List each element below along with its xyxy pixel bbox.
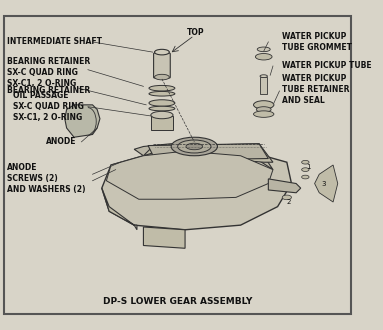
Ellipse shape [255,53,272,60]
Polygon shape [148,144,268,160]
Ellipse shape [149,106,175,111]
Polygon shape [143,144,273,162]
Text: 3: 3 [322,181,326,186]
Ellipse shape [257,47,270,52]
Ellipse shape [254,111,274,117]
Ellipse shape [149,85,175,91]
Ellipse shape [154,74,169,80]
Text: WATER PICKUP
TUBE RETAINER
AND SEAL: WATER PICKUP TUBE RETAINER AND SEAL [282,74,350,105]
Ellipse shape [302,175,309,179]
Text: ANODE
SCREWS (2)
AND WASHERS (2): ANODE SCREWS (2) AND WASHERS (2) [7,163,86,194]
Ellipse shape [254,101,274,109]
Polygon shape [268,179,301,193]
Polygon shape [102,188,137,230]
Text: BEARING RETAINER
SX-C QUAD RING
SX-C1, 2 O-RING: BEARING RETAINER SX-C QUAD RING SX-C1, 2… [7,57,91,88]
Polygon shape [106,151,273,199]
FancyBboxPatch shape [260,77,267,94]
Text: DP-S LOWER GEAR ASSEMBLY: DP-S LOWER GEAR ASSEMBLY [103,297,252,306]
Polygon shape [143,227,185,248]
Text: 1: 1 [306,164,310,170]
Ellipse shape [149,91,175,96]
Text: ANODE: ANODE [46,137,77,147]
Text: 2: 2 [286,199,291,205]
Polygon shape [134,144,273,170]
Polygon shape [102,151,291,230]
Polygon shape [314,165,338,202]
Ellipse shape [260,75,267,78]
Ellipse shape [171,137,218,156]
Ellipse shape [282,195,291,200]
Text: WATER PICKUP
TUBE GROMMET: WATER PICKUP TUBE GROMMET [282,32,352,52]
Ellipse shape [256,107,271,112]
Text: WATER PICKUP TUBE: WATER PICKUP TUBE [282,61,372,71]
Ellipse shape [151,111,173,119]
FancyBboxPatch shape [154,53,170,78]
Text: OIL PASSAGE
SX-C QUAD RING
SX-C1, 2 O-RING: OIL PASSAGE SX-C QUAD RING SX-C1, 2 O-RI… [13,91,84,122]
Ellipse shape [186,143,203,150]
Ellipse shape [302,168,309,172]
Ellipse shape [302,160,309,164]
FancyBboxPatch shape [151,116,173,130]
Text: INTERMEDIATE SHAFT: INTERMEDIATE SHAFT [7,37,102,47]
Ellipse shape [178,140,211,153]
Text: TOP: TOP [187,28,205,37]
Polygon shape [65,105,100,137]
Text: BEARING RETAINER: BEARING RETAINER [7,85,91,95]
Ellipse shape [154,50,169,55]
FancyBboxPatch shape [4,16,351,314]
Ellipse shape [149,100,175,106]
